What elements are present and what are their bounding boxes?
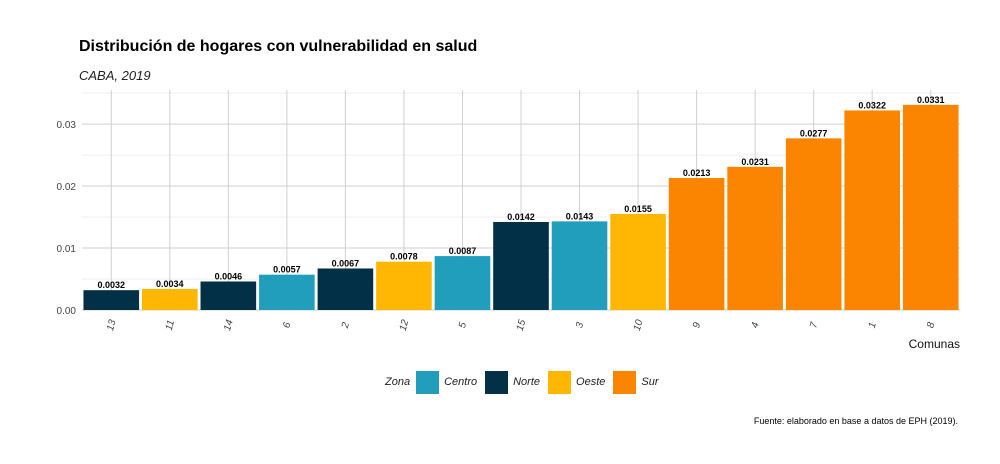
bar-value-label: 0.0032	[98, 280, 126, 290]
legend-item-norte: Norte	[485, 370, 541, 394]
legend-item-oeste: Oeste	[548, 370, 606, 394]
bar	[902, 104, 959, 311]
x-tick-label: 2	[340, 321, 352, 331]
legend-label-sur: Sur	[641, 376, 659, 388]
bar	[727, 166, 783, 310]
bar-value-label: 0.0034	[156, 279, 184, 289]
bar-value-label: 0.0322	[858, 100, 886, 110]
bar-value-label: 0.0331	[917, 95, 945, 105]
bar-value-label: 0.0087	[449, 246, 477, 256]
bar	[610, 213, 666, 310]
bar	[493, 222, 549, 310]
legend-label-oeste: Oeste	[576, 376, 606, 388]
bar	[434, 256, 491, 310]
legend-swatch-centro	[416, 370, 440, 394]
x-tick-label: 14	[222, 318, 236, 332]
chart-title: Distribución de hogares con vulnerabilid…	[79, 38, 478, 55]
bar-value-label: 0.0143	[566, 211, 594, 221]
bar	[844, 110, 901, 310]
bar-value-label: 0.0067	[332, 258, 360, 268]
bar-value-label: 0.0078	[390, 252, 418, 262]
chart-subtitle: CABA, 2019	[79, 68, 151, 83]
bar	[200, 281, 257, 310]
y-tick-label: 0.03	[57, 120, 77, 131]
bar-value-label: 0.0142	[507, 212, 535, 222]
x-tick-label: 3	[574, 321, 586, 330]
bar	[668, 178, 725, 310]
bar	[259, 274, 315, 310]
y-tick-label: 0.00	[57, 306, 77, 317]
x-tick-label: 7	[808, 321, 820, 330]
legend-label-centro: Centro	[444, 376, 478, 388]
x-tick-label: 1	[867, 321, 879, 329]
x-tick-label: 5	[457, 321, 469, 330]
bar-value-label: 0.0057	[273, 265, 301, 275]
bar-value-label: 0.0277	[800, 128, 828, 138]
legend-item-sur: Sur	[613, 370, 659, 394]
x-tick-label: 8	[925, 321, 937, 330]
legend-label-norte: Norte	[513, 376, 541, 388]
legend-item-centro: Centro	[416, 370, 478, 394]
x-tick-label: 13	[105, 318, 119, 332]
legend-title: Zona	[385, 376, 411, 388]
bar	[785, 138, 842, 310]
bar	[141, 288, 198, 310]
legend-swatch-norte	[485, 370, 509, 394]
x-tick-label: 15	[515, 318, 529, 332]
legend-swatch-sur	[613, 370, 637, 394]
bar	[376, 261, 432, 310]
chart-caption: Fuente: elaborado en base a datos de EPH…	[753, 416, 958, 426]
bar-value-label: 0.0155	[624, 204, 652, 214]
x-tick-label: 9	[691, 321, 703, 330]
y-tick-label: 0.01	[57, 244, 77, 255]
x-axis-title: Comunas	[908, 337, 960, 351]
x-tick-label: 11	[164, 319, 177, 332]
x-tick-label: 10	[632, 318, 646, 332]
bar-value-label: 0.0231	[741, 157, 769, 167]
bar	[317, 268, 374, 310]
bar	[551, 221, 608, 310]
x-tick-label: 12	[398, 318, 412, 332]
x-tick-label: 6	[281, 321, 293, 330]
bar-value-label: 0.0213	[683, 168, 711, 178]
legend-swatch-oeste	[548, 370, 572, 394]
x-tick-label: 4	[750, 321, 762, 330]
legend: Zona Centro Norte Oeste Sur	[385, 370, 667, 394]
bar	[83, 290, 140, 310]
bar-value-label: 0.0046	[215, 271, 243, 281]
y-tick-label: 0.02	[57, 182, 77, 193]
